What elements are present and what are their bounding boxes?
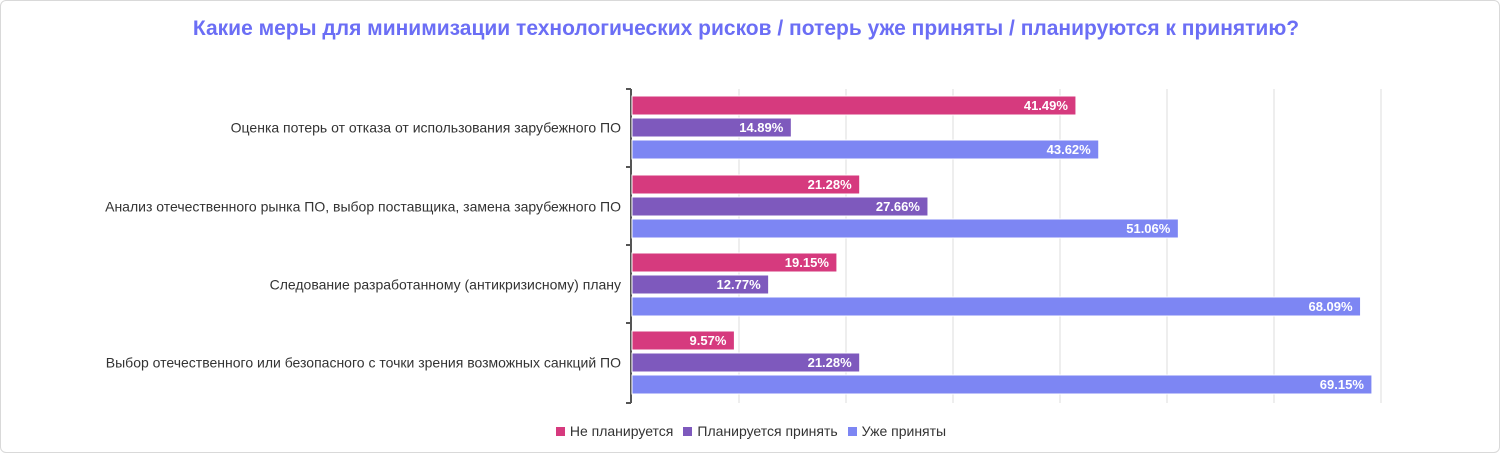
data-label: 9.57% (690, 333, 727, 348)
data-label: 19.15% (785, 255, 830, 270)
legend-label: Планируется принять (697, 423, 838, 439)
bar (631, 374, 1373, 395)
category-label: Следование разработанному (антикризисном… (270, 277, 621, 293)
bar (631, 174, 861, 195)
legend: Не планируется Планируется принять Уже при… (1, 423, 1499, 439)
bar (631, 117, 792, 138)
bar (631, 95, 1077, 116)
bar (631, 196, 929, 217)
legend-item: Планируется принять (683, 423, 838, 439)
data-label: 68.09% (1308, 299, 1353, 314)
legend-label: Уже приняты (861, 423, 947, 439)
category-axis (626, 88, 632, 404)
bar (631, 352, 861, 373)
legend-swatch (683, 426, 693, 436)
legend-item: Уже приняты (847, 423, 947, 439)
chart-title: Какие меры для минимизации технологическ… (192, 17, 1300, 40)
legend-swatch (555, 426, 565, 436)
data-label: 21.28% (808, 355, 853, 370)
data-label: 14.89% (739, 120, 784, 135)
bar (631, 252, 838, 273)
data-label: 21.28% (808, 177, 853, 192)
bar (631, 139, 1100, 160)
bars (631, 95, 1373, 395)
legend-label: Не планируется (569, 423, 674, 439)
data-label: 51.06% (1126, 221, 1171, 236)
gridlines (738, 89, 1382, 403)
bar (631, 274, 770, 295)
data-label: 43.62% (1047, 142, 1092, 157)
category-label: Оценка потерь от отказа от использования… (231, 120, 621, 136)
legend-item: Не планируется (555, 423, 674, 439)
data-label: 41.49% (1024, 98, 1069, 113)
category-label: Выбор отечественного или безопасного с т… (106, 355, 621, 371)
bar (631, 296, 1362, 317)
category-labels: Оценка потерь от отказа от использования… (105, 120, 621, 371)
bar (631, 218, 1179, 239)
data-label: 69.15% (1320, 377, 1365, 392)
data-label: 12.77% (717, 277, 762, 292)
data-label: 27.66% (876, 199, 921, 214)
value-labels: 41.49% 14.89% 43.62% 21.28% 27.66% 51.06% 19.1… (690, 98, 1365, 392)
legend-swatch (847, 426, 857, 436)
category-label: Анализ отечественного рынка ПО, выбор по… (105, 199, 621, 215)
bar (631, 330, 735, 351)
